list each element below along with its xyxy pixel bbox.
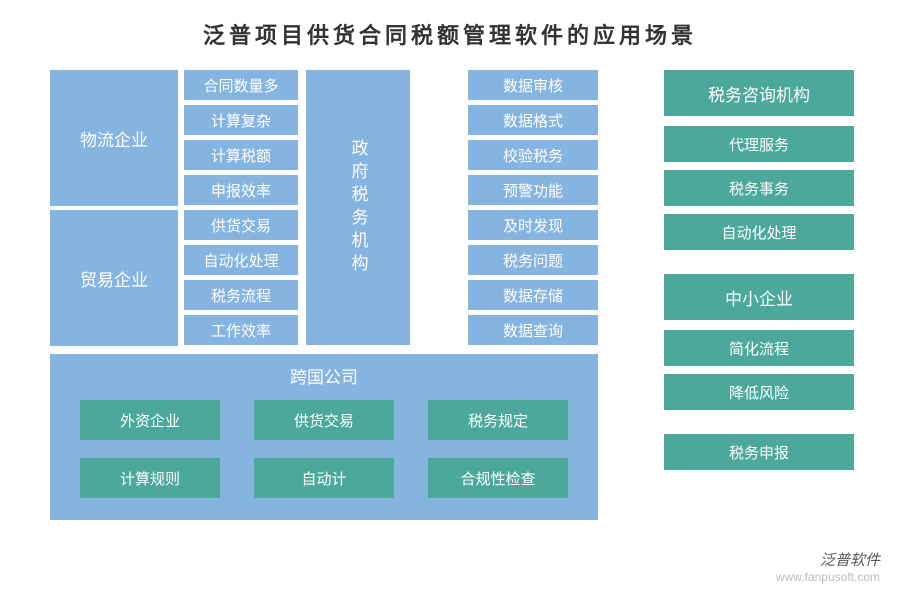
node-m2: 供货交易 — [254, 400, 394, 440]
node-r7: 降低风险 — [664, 374, 854, 410]
node-c1-2: 计算复杂 — [184, 105, 298, 135]
node-trade: 贸易企业 — [50, 210, 178, 346]
node-r4: 自动化处理 — [664, 214, 854, 250]
diagram-title: 泛普项目供货合同税额管理软件的应用场景 — [0, 0, 900, 58]
node-multi-title: 跨国公司 — [50, 360, 598, 390]
watermark-url: www.fanpusoft.com — [776, 570, 880, 586]
node-m4: 计算规则 — [80, 458, 220, 498]
node-c1-1: 合同数量多 — [184, 70, 298, 100]
node-c1-4: 申报效率 — [184, 175, 298, 205]
node-r2: 代理服务 — [664, 126, 854, 162]
node-logistics: 物流企业 — [50, 70, 178, 206]
node-c2-1: 数据审核 — [468, 70, 598, 100]
node-r6: 简化流程 — [664, 330, 854, 366]
node-gov: 政府税务机构 — [306, 70, 410, 345]
node-c1-8: 工作效率 — [184, 315, 298, 345]
node-c1-5: 供货交易 — [184, 210, 298, 240]
node-c1-3: 计算税额 — [184, 140, 298, 170]
node-c2-8: 数据查询 — [468, 315, 598, 345]
node-c2-7: 数据存储 — [468, 280, 598, 310]
watermark: 泛普软件 www.fanpusoft.com — [776, 551, 880, 586]
node-c2-3: 校验税务 — [468, 140, 598, 170]
node-c1-7: 税务流程 — [184, 280, 298, 310]
node-r5: 中小企业 — [664, 274, 854, 320]
node-c2-6: 税务问题 — [468, 245, 598, 275]
node-m1: 外资企业 — [80, 400, 220, 440]
node-r3: 税务事务 — [664, 170, 854, 206]
node-m6: 合规性检查 — [428, 458, 568, 498]
node-m5: 自动计 — [254, 458, 394, 498]
node-c1-6: 自动化处理 — [184, 245, 298, 275]
diagram-canvas: 物流企业贸易企业合同数量多计算复杂计算税额申报效率供货交易自动化处理税务流程工作… — [50, 60, 860, 580]
node-c2-5: 及时发现 — [468, 210, 598, 240]
node-c2-2: 数据格式 — [468, 105, 598, 135]
node-m3: 税务规定 — [428, 400, 568, 440]
node-r8: 税务申报 — [664, 434, 854, 470]
watermark-brand: 泛普软件 — [776, 551, 880, 571]
node-r1: 税务咨询机构 — [664, 70, 854, 116]
node-c2-4: 预警功能 — [468, 175, 598, 205]
